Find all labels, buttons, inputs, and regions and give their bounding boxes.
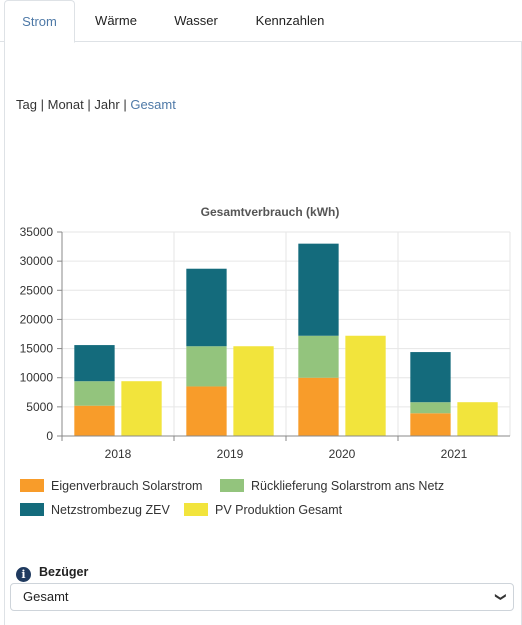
chart-grid xyxy=(61,231,511,437)
tab-strom[interactable]: Strom xyxy=(4,0,75,43)
y-tick-label: 20000 xyxy=(20,312,54,326)
y-axis: 0 5000 10000 15000 20000 25000 30000 35000 xyxy=(20,225,63,443)
period-gesamt-link[interactable]: Gesamt xyxy=(130,97,176,112)
bar-segment xyxy=(298,335,339,378)
bar-segment xyxy=(186,346,227,387)
bar-segment xyxy=(298,243,339,336)
bar-segment xyxy=(233,346,274,436)
period-selector: Tag | Monat | Jahr | Gesamt xyxy=(16,97,176,112)
x-tick-label: 2020 xyxy=(329,447,356,461)
legend-item-ruecklieferung[interactable]: Rücklieferung Solarstrom ans Netz xyxy=(220,478,444,494)
y-tick-label: 35000 xyxy=(20,225,54,239)
y-tick-label: 0 xyxy=(46,429,53,443)
bar-segment xyxy=(186,268,227,347)
legend-swatch xyxy=(220,479,244,492)
period-separator: | xyxy=(87,97,91,112)
x-tick-label: 2021 xyxy=(441,447,468,461)
legend-swatch xyxy=(20,503,44,516)
consumption-chart: Gesamtverbrauch (kWh) 0 5000 10000 15000 200… xyxy=(20,205,511,461)
x-axis: 2018 2019 2020 2021 xyxy=(61,435,510,461)
y-tick-label: 30000 xyxy=(20,254,54,268)
tab-wasser[interactable]: Wasser xyxy=(174,13,218,28)
tab-waerme[interactable]: Wärme xyxy=(95,13,137,28)
period-jahr-link[interactable]: Jahr xyxy=(94,97,120,112)
y-tick-label: 25000 xyxy=(20,283,54,297)
bar-segment xyxy=(186,386,227,436)
bar-segment xyxy=(74,405,115,436)
legend-label: Netzstrombezug ZEV xyxy=(51,503,170,517)
tab-bar: Strom Wärme Wasser Kennzahlen xyxy=(0,0,522,43)
bezueger-label-text: Bezüger xyxy=(39,565,89,579)
info-icon[interactable]: i xyxy=(16,567,31,582)
bar-segment xyxy=(121,381,162,436)
chevron-down-icon: ❯ xyxy=(494,592,507,602)
bezueger-label: i Bezüger xyxy=(16,565,88,582)
chart-bars xyxy=(74,243,498,436)
legend-swatch xyxy=(184,503,208,516)
legend-label: PV Produktion Gesamt xyxy=(215,503,343,517)
period-separator: | xyxy=(40,97,44,112)
legend-item-netzstrombezug[interactable]: Netzstrombezug ZEV xyxy=(20,502,170,518)
bar-segment xyxy=(410,402,451,414)
y-tick-label: 5000 xyxy=(26,400,53,414)
bar-segment xyxy=(410,413,451,436)
period-monat-link[interactable]: Monat xyxy=(47,97,84,112)
bar-segment xyxy=(298,377,339,436)
bar-segment xyxy=(74,381,115,406)
period-tag-link[interactable]: Tag xyxy=(16,97,37,112)
bezueger-select[interactable]: Gesamt ❯ xyxy=(10,583,514,611)
legend-item-pv-produktion[interactable]: PV Produktion Gesamt xyxy=(184,502,342,518)
bezueger-selected-value: Gesamt xyxy=(23,589,69,604)
legend-label: Rücklieferung Solarstrom ans Netz xyxy=(251,479,445,493)
y-tick-label: 10000 xyxy=(20,371,54,385)
y-tick-label: 15000 xyxy=(20,342,54,356)
x-tick-label: 2019 xyxy=(217,447,244,461)
bar-segment xyxy=(345,335,386,436)
period-separator: | xyxy=(123,97,127,112)
chart-title: Gesamtverbrauch (kWh) xyxy=(201,205,340,219)
legend-item-eigenverbrauch[interactable]: Eigenverbrauch Solarstrom xyxy=(20,478,202,494)
tab-kennzahlen[interactable]: Kennzahlen xyxy=(255,13,325,28)
legend-swatch xyxy=(20,479,44,492)
bar-segment xyxy=(410,352,451,403)
bar-segment xyxy=(74,345,115,382)
x-tick-label: 2018 xyxy=(105,447,132,461)
legend-label: Eigenverbrauch Solarstrom xyxy=(51,479,203,493)
bar-segment xyxy=(457,402,498,436)
